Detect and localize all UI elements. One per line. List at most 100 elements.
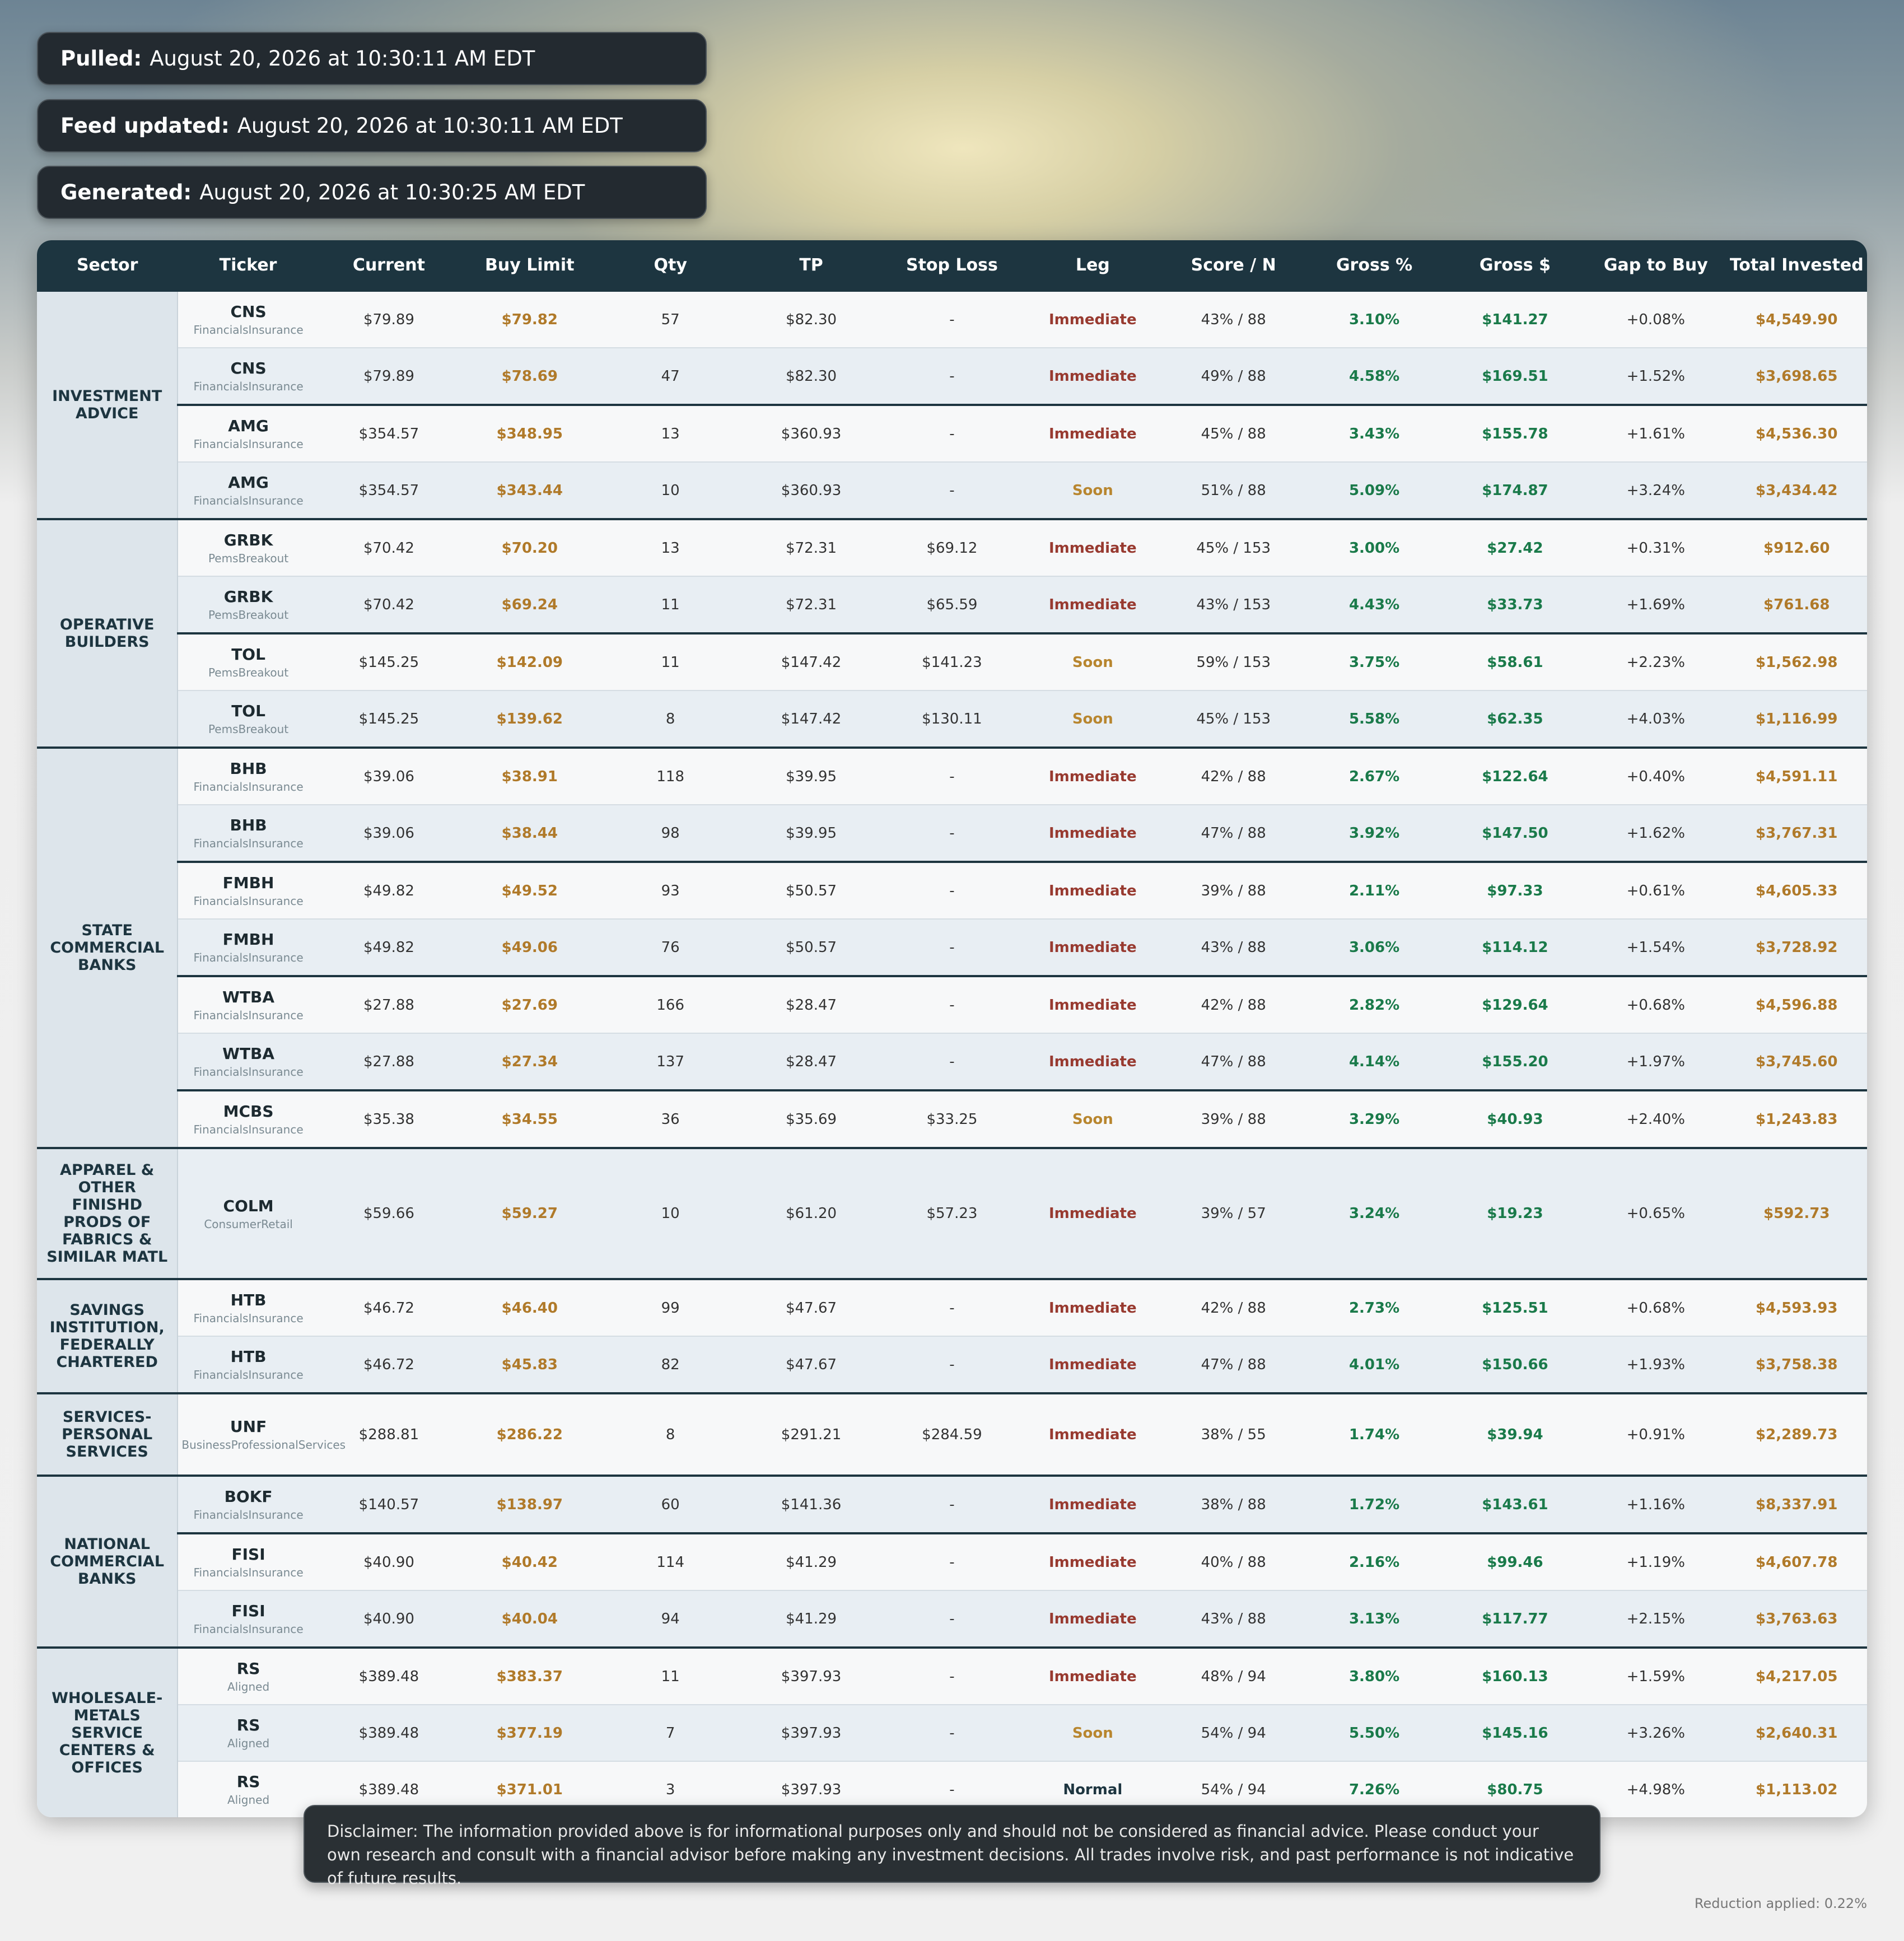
sector-cell: SAVINGS INSTITUTION, FEDERALLY CHARTERED bbox=[37, 1278, 179, 1393]
cell: 40% / 88 bbox=[1163, 1532, 1304, 1590]
cell: $397.93 bbox=[740, 1704, 882, 1761]
cell: 2.73% bbox=[1304, 1278, 1445, 1336]
ticker: HTB bbox=[230, 1347, 267, 1366]
ticker-source: FinancialsInsurance bbox=[193, 1065, 304, 1079]
cell: Soon bbox=[1022, 1704, 1163, 1761]
cell: Immediate bbox=[1022, 1033, 1163, 1090]
ticker: TOL bbox=[231, 645, 265, 664]
cell: $288.81 bbox=[318, 1392, 460, 1476]
cell: Immediate bbox=[1022, 918, 1163, 976]
info-box: Feed updated: August 20, 2026 at 10:30:11… bbox=[37, 99, 707, 152]
column-header: Ticker bbox=[178, 240, 319, 291]
cell: +1.59% bbox=[1585, 1646, 1726, 1705]
cell: 10 bbox=[600, 461, 741, 519]
table-row: TOL PemsBreakout $145.25 $142.09 11 $147.42 $1… bbox=[37, 632, 1867, 690]
ticker-cell: TOL PemsBreakout bbox=[178, 690, 319, 748]
cell: $291.21 bbox=[740, 1392, 882, 1476]
cell: $4,593.93 bbox=[1726, 1278, 1867, 1336]
ticker-source: FinancialsInsurance bbox=[193, 1312, 304, 1325]
cell: 39% / 88 bbox=[1163, 1089, 1304, 1148]
ticker-source: FinancialsInsurance bbox=[193, 1123, 304, 1136]
cell: $147.42 bbox=[740, 632, 882, 690]
column-header: Qty bbox=[600, 240, 741, 291]
cell: $39.95 bbox=[740, 804, 882, 862]
info-value: August 20, 2026 at 10:30:11 AM EDT bbox=[237, 114, 623, 138]
column-header: TP bbox=[740, 240, 882, 291]
cell: +1.54% bbox=[1585, 918, 1726, 976]
cell: 5.09% bbox=[1304, 461, 1445, 519]
ticker: MCBS bbox=[223, 1102, 274, 1121]
cell: $97.33 bbox=[1444, 861, 1586, 919]
ticker-cell: BHB FinancialsInsurance bbox=[178, 804, 319, 862]
ticker-source: FinancialsInsurance bbox=[193, 1566, 304, 1579]
cell: $69.12 bbox=[881, 518, 1023, 576]
cell: $39.94 bbox=[1444, 1392, 1586, 1476]
cell: $360.93 bbox=[740, 404, 882, 462]
cell: +0.40% bbox=[1585, 746, 1726, 805]
cell: 1.74% bbox=[1304, 1392, 1445, 1476]
cell: - bbox=[881, 347, 1023, 405]
ticker-cell: AMG FinancialsInsurance bbox=[178, 461, 319, 519]
cell: Immediate bbox=[1022, 1646, 1163, 1705]
cell: $1,243.83 bbox=[1726, 1089, 1867, 1148]
cell: Immediate bbox=[1022, 1475, 1163, 1533]
cell: Immediate bbox=[1022, 746, 1163, 805]
ticker: GRBK bbox=[223, 587, 273, 606]
column-header: Score / N bbox=[1163, 240, 1304, 291]
cell: $47.67 bbox=[740, 1278, 882, 1336]
cell: $150.66 bbox=[1444, 1336, 1586, 1393]
cell: $4,596.88 bbox=[1726, 975, 1867, 1033]
cell: 3.24% bbox=[1304, 1147, 1445, 1279]
ticker-source: FinancialsInsurance bbox=[193, 780, 304, 794]
cell: 3.06% bbox=[1304, 918, 1445, 976]
cell: 11 bbox=[600, 1646, 741, 1705]
cell: 2.82% bbox=[1304, 975, 1445, 1033]
cell: 98 bbox=[600, 804, 741, 862]
cell: 3.00% bbox=[1304, 518, 1445, 576]
ticker-source: FinancialsInsurance bbox=[193, 1009, 304, 1022]
cell: $377.19 bbox=[459, 1704, 600, 1761]
ticker-cell: RS Aligned bbox=[178, 1646, 319, 1705]
ticker-source: PemsBreakout bbox=[208, 666, 289, 679]
cell: 114 bbox=[600, 1532, 741, 1590]
cell: $78.69 bbox=[459, 347, 600, 405]
cell: $286.22 bbox=[459, 1392, 600, 1476]
cell: $354.57 bbox=[318, 461, 460, 519]
cell: $117.77 bbox=[1444, 1590, 1586, 1648]
cell: $38.44 bbox=[459, 804, 600, 862]
cell: $62.35 bbox=[1444, 690, 1586, 748]
info-box: Generated: August 20, 2026 at 10:30:25 AM… bbox=[37, 166, 707, 219]
cell: 2.67% bbox=[1304, 746, 1445, 805]
table-row: OPERATIVE BUILDERS GRBK PemsBreakout $70.42… bbox=[37, 518, 1867, 748]
cell: $38.91 bbox=[459, 746, 600, 805]
ticker-source: FinancialsInsurance bbox=[193, 323, 304, 337]
cell: 39% / 57 bbox=[1163, 1147, 1304, 1279]
cell: - bbox=[881, 1532, 1023, 1590]
ticker-cell: CNS FinancialsInsurance bbox=[178, 347, 319, 405]
cell: - bbox=[881, 1704, 1023, 1761]
column-header: Leg bbox=[1022, 240, 1163, 291]
cell: $40.90 bbox=[318, 1532, 460, 1590]
cell: 49% / 88 bbox=[1163, 347, 1304, 405]
table-card: Sector Ticker Current Buy Limit Qty TP Stop Lo… bbox=[37, 240, 1867, 1817]
cell: $57.23 bbox=[881, 1147, 1023, 1279]
cell: $49.52 bbox=[459, 861, 600, 919]
info-label: Feed updated: bbox=[60, 114, 230, 138]
ticker: GRBK bbox=[223, 531, 273, 549]
info-box: Pulled: August 20, 2026 at 10:30:11 AM ED… bbox=[37, 32, 707, 85]
ticker: CNS bbox=[230, 359, 267, 377]
cell: $397.93 bbox=[740, 1646, 882, 1705]
table-row: HTB FinancialsInsurance $46.72 $45.83 82 $47.… bbox=[37, 1336, 1867, 1393]
cell: $143.61 bbox=[1444, 1475, 1586, 1533]
cell: $3,758.38 bbox=[1726, 1336, 1867, 1393]
cell: $389.48 bbox=[318, 1646, 460, 1705]
cell: $40.42 bbox=[459, 1532, 600, 1590]
cell: 93 bbox=[600, 861, 741, 919]
cell: $114.12 bbox=[1444, 918, 1586, 976]
cell: - bbox=[881, 1590, 1023, 1648]
cell: 1.72% bbox=[1304, 1475, 1445, 1533]
info-value: August 20, 2026 at 10:30:25 AM EDT bbox=[199, 180, 585, 204]
cell: - bbox=[881, 461, 1023, 519]
cell: 45% / 153 bbox=[1163, 518, 1304, 576]
cell: $46.72 bbox=[318, 1278, 460, 1336]
